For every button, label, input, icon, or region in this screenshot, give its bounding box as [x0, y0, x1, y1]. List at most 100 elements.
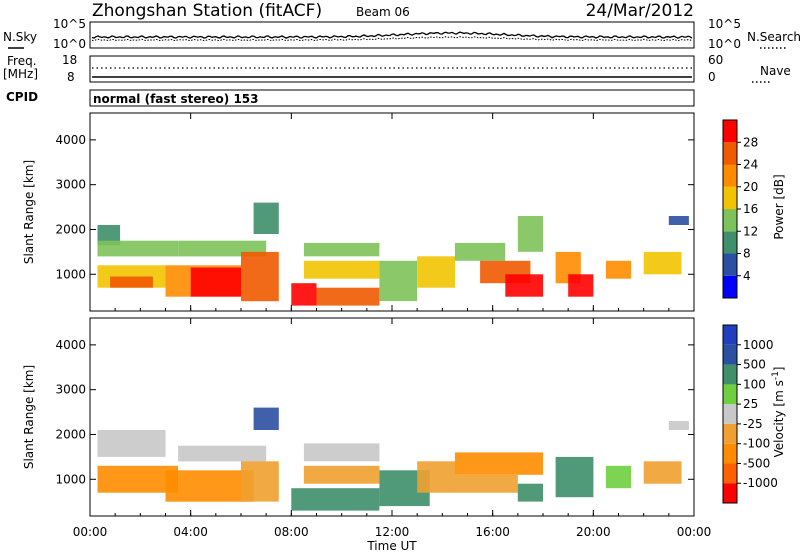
- power-ytick-label: 2000: [55, 222, 86, 236]
- power-region: [97, 225, 121, 246]
- velocity-panel: 1000 2000 3000 4000 Slant Range [km] 1000 50…: [22, 317, 786, 517]
- power-region: [253, 202, 279, 234]
- freq-tick-bottom: 8: [67, 70, 75, 84]
- velocity-data: [97, 407, 689, 511]
- freq-frame: [89, 55, 695, 83]
- power-region: [97, 240, 178, 257]
- power-region: [643, 251, 682, 275]
- velocity-colorbar-label: Velocity [m s-1]: [771, 367, 786, 458]
- velocity-ytick-label: 4000: [55, 338, 86, 352]
- power-y-ticks: 1000 2000 3000 4000: [55, 133, 694, 281]
- time-tick-label: 08:00: [274, 525, 309, 539]
- power-colorbar-tick-label: 16: [743, 202, 758, 216]
- velocity-colorbar-tick-label: -100: [743, 437, 770, 451]
- power-colorbar-label: Power [dB]: [772, 174, 786, 239]
- velocity-region: [241, 461, 279, 502]
- velocity-region: [178, 445, 267, 462]
- power-colorbar-swatch: [723, 164, 737, 187]
- noise-panel: N.Sky 10^5 10^0 10^5 10^0 N.Search: [3, 17, 800, 51]
- velocity-colorbar-swatch: [723, 483, 737, 503]
- power-ytick-label: 3000: [55, 178, 86, 192]
- power-region: [568, 274, 594, 297]
- power-region: [303, 260, 380, 279]
- power-colorbar-swatch: [723, 275, 737, 299]
- velocity-region: [291, 488, 380, 511]
- noise-sky-series: [91, 31, 693, 39]
- noise-ytick-top-left: 10^5: [53, 17, 86, 31]
- power-panel: 1000 2000 3000 4000 Slant Range [km] 28 24 20…: [22, 112, 786, 312]
- power-data: [97, 202, 689, 306]
- power-region: [241, 251, 279, 302]
- power-region: [605, 260, 632, 279]
- velocity-ytick-label: 3000: [55, 383, 86, 397]
- time-tick-label: 12:00: [375, 525, 410, 539]
- cpid-mode-text: normal (fast stereo) 153: [93, 92, 259, 106]
- velocity-colorbar-tick-label: -500: [743, 456, 770, 470]
- velocity-ytick-label: 2000: [55, 427, 86, 441]
- nave-tick-bottom: 0: [708, 70, 716, 84]
- power-colorbar-swatch: [723, 231, 737, 254]
- power-region: [379, 260, 418, 302]
- velocity-colorbar-tick-label: 100: [743, 377, 766, 391]
- time-axis-label: Time UT: [366, 539, 417, 553]
- frequency-panel: Freq. [MHz] 18 8 60 0 Nave: [3, 53, 791, 84]
- velocity-region: [253, 407, 279, 430]
- cpid-frame: [89, 89, 695, 107]
- noise-frame: [89, 21, 695, 49]
- velocity-y-ticks: 1000 2000 3000 4000: [55, 338, 694, 486]
- power-colorbar-swatch: [723, 142, 737, 165]
- time-tick-label: 00:00: [677, 525, 712, 539]
- time-axis: 00:00 04:00 08:00 12:00 16:00 20:00 00:00: [73, 113, 712, 539]
- noise-search-label: N.Search: [747, 30, 800, 44]
- velocity-region: [643, 461, 682, 484]
- station-title: Zhongshan Station (fitACF): [92, 1, 322, 21]
- noise-ytick-top-right: 10^5: [708, 17, 741, 31]
- power-colorbar-swatch: [723, 186, 737, 210]
- power-region: [291, 283, 317, 306]
- velocity-colorbar-swatch: [723, 344, 737, 365]
- velocity-colorbar-swatch: [723, 404, 737, 424]
- noise-sky-label: N.Sky: [3, 30, 37, 44]
- velocity-region: [97, 465, 178, 493]
- velocity-region: [97, 430, 166, 457]
- time-tick-label: 04:00: [173, 525, 208, 539]
- velocity-colorbar-tick-label: -1000: [743, 476, 778, 490]
- power-ylabel: Slant Range [km]: [22, 160, 36, 264]
- noise-ytick-bottom-right: 10^0: [708, 37, 741, 51]
- velocity-region: [417, 461, 455, 493]
- freq-label-line1: Freq.: [7, 54, 37, 68]
- velocity-region: [454, 474, 518, 493]
- velocity-region: [165, 470, 254, 502]
- power-colorbar-tick-label: 4: [743, 269, 751, 283]
- power-colorbar-swatch: [723, 120, 737, 143]
- time-tick-label: 00:00: [73, 525, 108, 539]
- power-colorbar-tick-label: 28: [743, 135, 758, 149]
- power-region: [668, 216, 689, 225]
- nave-tick-top: 60: [708, 53, 723, 67]
- power-region: [505, 274, 544, 297]
- velocity-region: [668, 421, 689, 430]
- velocity-region: [454, 452, 543, 475]
- velocity-colorbar-swatch: [723, 463, 737, 484]
- power-colorbar-tick-label: 8: [743, 247, 751, 261]
- power-region: [454, 242, 506, 261]
- velocity-region: [517, 483, 543, 502]
- power-region: [316, 287, 380, 306]
- power-colorbar: 28 24 20 16 12 8 4: [722, 119, 758, 299]
- velocity-colorbar-swatch: [723, 384, 737, 405]
- power-colorbar-tick-label: 12: [743, 224, 758, 238]
- power-colorbar-swatch: [723, 253, 737, 276]
- power-colorbar-tick-label: 20: [743, 180, 758, 194]
- velocity-region: [555, 456, 594, 498]
- velocity-region: [303, 465, 380, 484]
- noise-search-series: [91, 36, 693, 42]
- plot-header: Zhongshan Station (fitACF) Beam 06 24/Ma…: [92, 1, 694, 21]
- cpid-label: CPID: [6, 90, 38, 104]
- noise-ytick-bottom-left: 10^0: [53, 37, 86, 51]
- velocity-region: [303, 443, 380, 462]
- time-tick-label: 20:00: [576, 525, 611, 539]
- velocity-colorbar-tick-label: 25: [743, 397, 758, 411]
- velocity-colorbar-swatch: [723, 443, 737, 464]
- power-colorbar-swatch: [723, 209, 737, 232]
